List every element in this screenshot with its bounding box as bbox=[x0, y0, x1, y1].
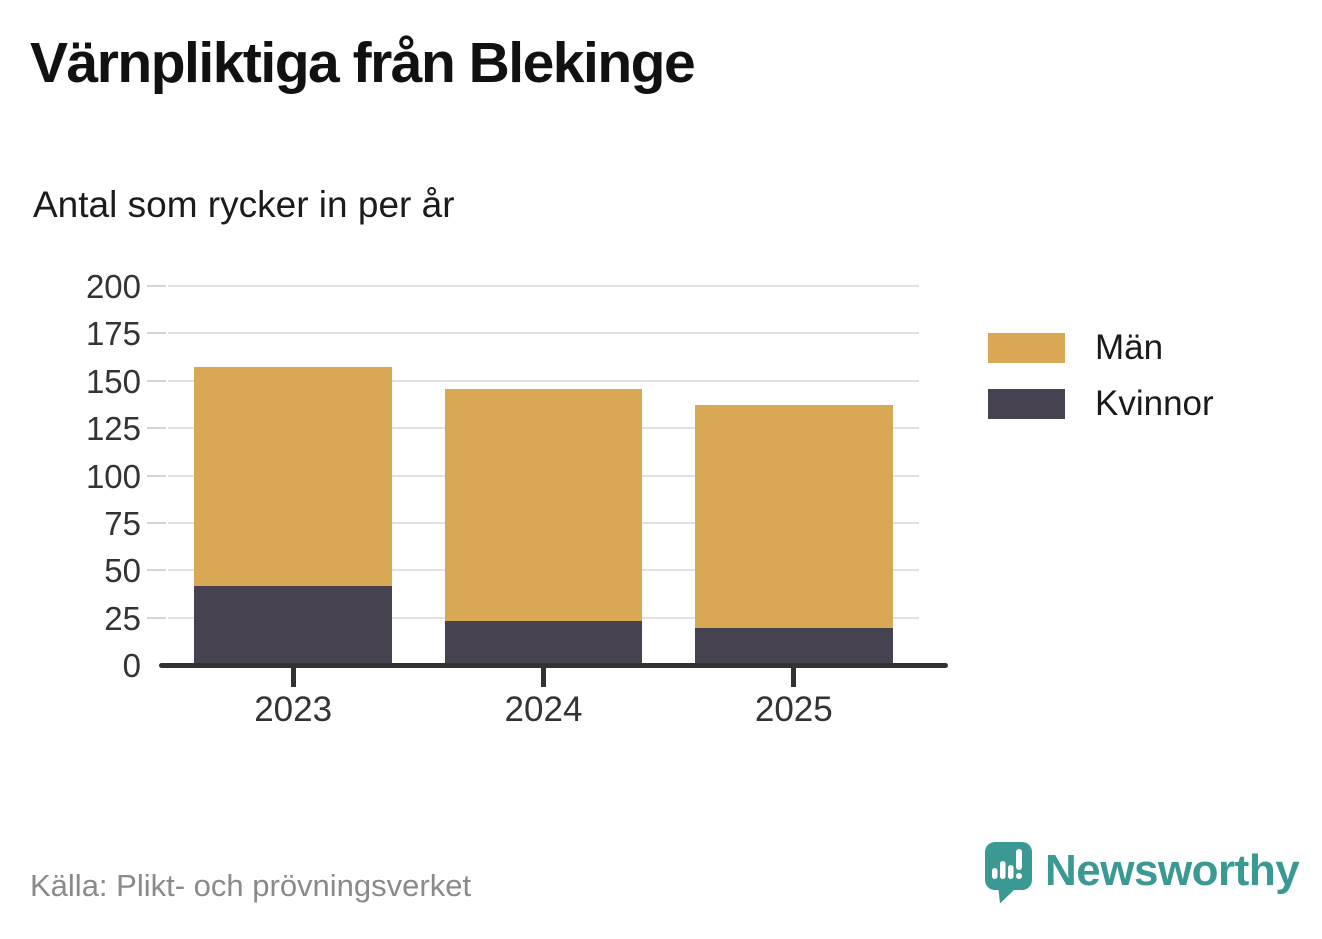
y-tick-label-125: 125 bbox=[85, 410, 141, 448]
gridline-200 bbox=[168, 285, 919, 287]
y-axis-labels: 0 25 50 75 100 125 150 175 200 bbox=[0, 268, 141, 684]
source-note: Källa: Plikt- och prövningsverket bbox=[30, 868, 472, 903]
plot-area bbox=[147, 285, 948, 687]
y-tick-label-100: 100 bbox=[85, 457, 141, 495]
gridline-150 bbox=[168, 379, 919, 382]
x-tick-label-2025: 2025 bbox=[754, 690, 833, 729]
y-tick-label-0: 0 bbox=[122, 647, 141, 684]
x-tick-2025 bbox=[791, 668, 797, 687]
bar-slot-2023 bbox=[168, 287, 418, 666]
y-tick-25 bbox=[147, 616, 166, 619]
legend-label-män: Män bbox=[1095, 327, 1164, 367]
bar-slot-2025 bbox=[669, 287, 919, 666]
stacked-bar-2024 bbox=[444, 287, 643, 666]
gridline-175 bbox=[168, 332, 919, 335]
brand-name: Newsworthy bbox=[1045, 846, 1300, 895]
stacked-bar-2025 bbox=[694, 287, 893, 666]
legend-swatch-kvinnor bbox=[988, 388, 1065, 419]
y-tick-100 bbox=[147, 474, 166, 477]
y-tick-50 bbox=[147, 569, 166, 572]
bar-segment-män-2024 bbox=[444, 389, 643, 621]
bar-segment-män-2025 bbox=[694, 404, 893, 629]
chart-title: Värnpliktiga från Blekinge bbox=[30, 31, 696, 95]
brand-logo: Newsworthy bbox=[984, 842, 1300, 904]
bar-segment-kvinnor-2025 bbox=[694, 628, 893, 666]
legend-label-kvinnor: Kvinnor bbox=[1095, 383, 1214, 423]
legend-swatch-män bbox=[988, 332, 1065, 363]
bar-slots bbox=[168, 287, 919, 666]
x-tick-2023 bbox=[290, 668, 296, 687]
stacked-bar-2023 bbox=[194, 287, 393, 666]
x-tick-2024 bbox=[541, 668, 546, 687]
bar-segment-kvinnor-2023 bbox=[194, 586, 393, 666]
chart-subtitle: Antal som rycker in per år bbox=[33, 184, 455, 225]
bar-segment-män-2023 bbox=[194, 366, 393, 587]
legend-item-kvinnor: Kvinnor bbox=[988, 383, 1214, 423]
y-tick-175 bbox=[147, 332, 166, 335]
x-axis-line bbox=[159, 663, 948, 668]
y-tick-label-200: 200 bbox=[85, 268, 141, 305]
legend: Män Kvinnor bbox=[988, 327, 1214, 442]
x-tick-label-2024: 2024 bbox=[504, 690, 583, 729]
x-axis-labels: 2023 2024 2025 bbox=[168, 690, 919, 730]
legend-item-män: Män bbox=[988, 327, 1214, 367]
y-tick-125 bbox=[147, 427, 166, 430]
y-tick-label-25: 25 bbox=[104, 599, 141, 637]
y-tick-150 bbox=[147, 379, 166, 382]
y-tick-75 bbox=[147, 521, 166, 524]
speech-bubble-bar-chart-icon bbox=[985, 842, 1032, 904]
y-tick-label-75: 75 bbox=[104, 504, 141, 542]
y-tick-label-150: 150 bbox=[85, 362, 141, 400]
bar-slot-2024 bbox=[418, 287, 668, 666]
y-tick-label-175: 175 bbox=[85, 315, 141, 353]
y-tick-label-50: 50 bbox=[104, 552, 141, 590]
bar-segment-kvinnor-2024 bbox=[444, 620, 643, 666]
y-tick-200 bbox=[147, 285, 166, 287]
x-tick-label-2023: 2023 bbox=[254, 690, 333, 729]
